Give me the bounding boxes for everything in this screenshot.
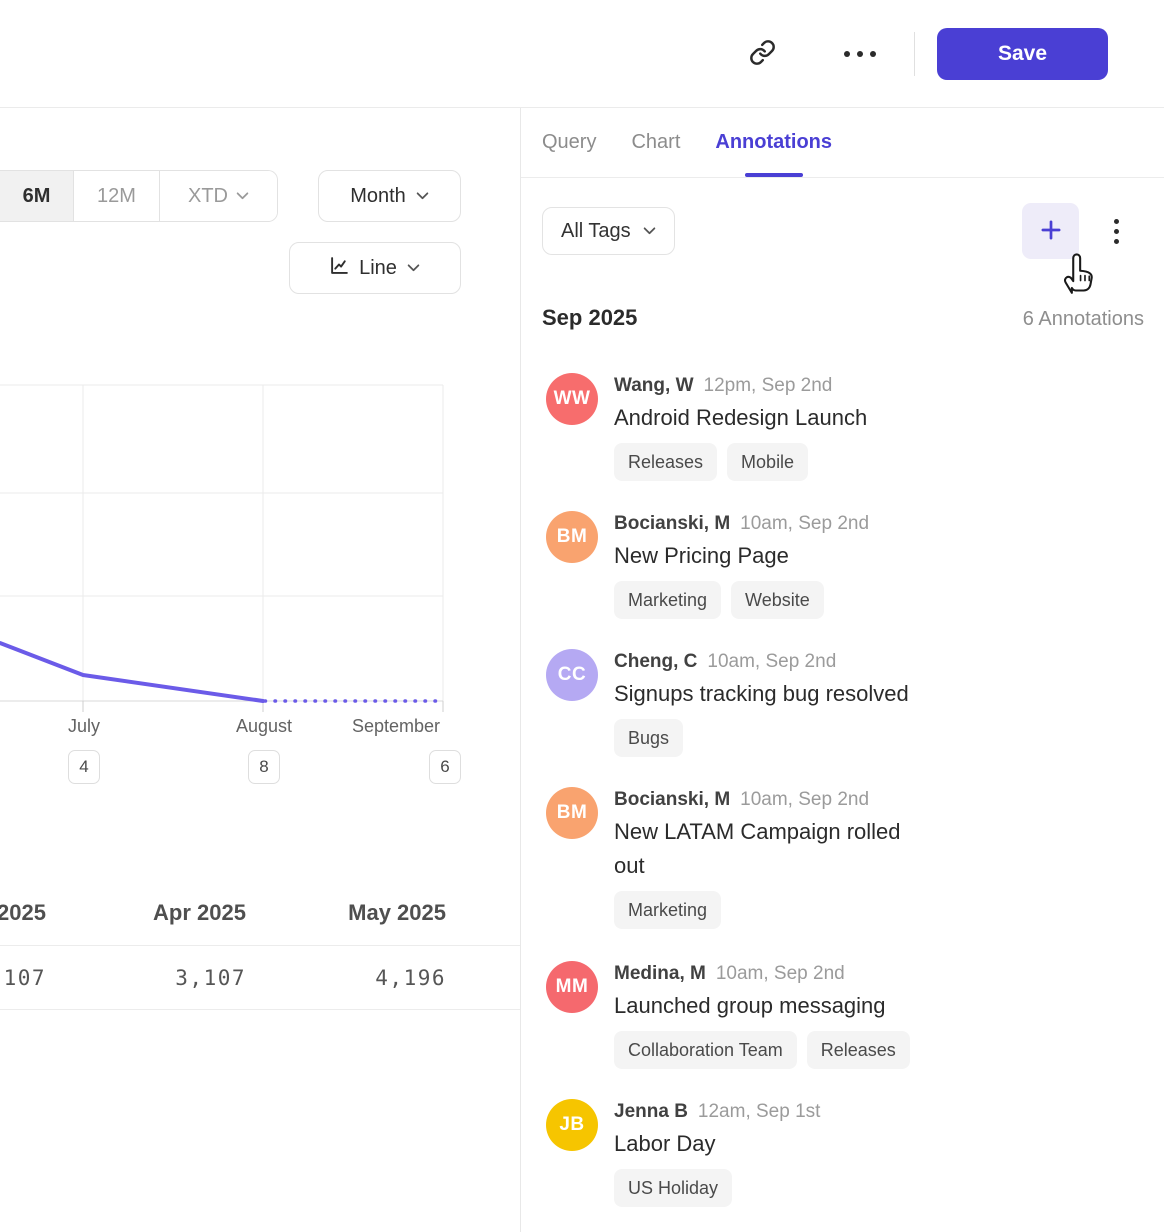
avatar: JB [546,1099,598,1151]
tag-filter-dropdown[interactable]: All Tags [542,207,675,255]
x-axis-label-august: August [235,716,293,736]
x-axis-label-july: July [67,716,101,736]
range-xtd-button[interactable]: XTD [160,171,277,221]
annotation-author: Wang, W [614,375,694,396]
annotation-author: Cheng, C [614,651,698,672]
tag-chip[interactable]: Mobile [727,443,809,481]
table-header-row: 2025 Apr 2025 May 2025 [0,880,520,946]
avatar: MM [546,961,598,1013]
annotation-title: Android Redesign Launch [614,405,868,430]
tag-chip[interactable]: Marketing [614,581,722,619]
link-icon [749,39,776,69]
avatar: CC [546,649,598,701]
save-button[interactable]: Save [937,27,1108,80]
chevron-down-icon [643,227,656,235]
annotation-timestamp: 10am, Sep 2nd [707,651,837,672]
annotation-title: New LATAM Campaign rolled out [614,819,901,878]
annotation-item[interactable]: WW Wang, W 12pm, Sep 2nd Android Redesig… [546,373,946,481]
annotation-author: Bocianski, M [614,789,731,810]
annotation-item[interactable]: MM Medina, M 10am, Sep 2nd Launched grou… [546,961,946,1069]
monthly-summary-table: 2025 Apr 2025 May 2025 107 3,107 4,196 [0,880,520,1010]
annotations-menu-button[interactable] [1101,203,1131,259]
table-cell: 107 [3,965,46,990]
chart-gridlines [0,384,444,712]
annotation-count-badge-august[interactable]: 8 [248,750,280,784]
annotation-title: New Pricing Page [614,543,789,568]
toolbar-divider [914,31,915,76]
table-value-row: 107 3,107 4,196 [0,946,520,1010]
range-12m-button[interactable]: 12M [74,171,160,221]
column-header: Apr 2025 [153,899,246,925]
annotation-author: Jenna B [614,1101,688,1122]
tag-chip[interactable]: Bugs [614,719,684,757]
column-header: May 2025 [348,899,446,925]
tag-chip[interactable]: Collaboration Team [614,1031,797,1069]
ellipsis-icon [844,50,850,57]
date-range-segmented-control: 6M 12M XTD [0,170,278,222]
annotation-author: Bocianski, M [614,513,731,534]
tag-chip[interactable]: Website [731,581,824,619]
table-cell: 3,107 [175,965,246,990]
annotation-title: Labor Day [614,1131,716,1156]
annotation-timestamp: 10am, Sep 2nd [740,789,870,810]
avatar: WW [546,373,598,425]
annotation-timestamp: 12am, Sep 1st [697,1101,821,1122]
annotation-item[interactable]: BM Bocianski, M 10am, Sep 2nd New Pricin… [546,511,946,619]
annotation-count-badge-september[interactable]: 6 [429,750,461,784]
avatar: BM [546,511,598,563]
tab-query[interactable]: Query [542,108,596,177]
line-chart-icon [330,256,349,281]
chart-type-dropdown[interactable]: Line [289,242,461,294]
granularity-dropdown[interactable]: Month [318,170,461,222]
tag-chip[interactable]: US Holiday [614,1169,733,1207]
chevron-down-icon [236,192,249,200]
month-group-label: Sep 2025 [542,305,638,330]
more-options-button[interactable] [844,50,876,57]
annotation-author: Medina, M [614,963,706,984]
tag-chip[interactable]: Marketing [614,891,722,929]
chevron-down-icon [407,264,420,272]
annotation-timestamp: 12pm, Sep 2nd [703,375,833,396]
annotation-item[interactable]: JB Jenna B 12am, Sep 1st Labor Day US Ho… [546,1099,946,1207]
tab-chart[interactable]: Chart [631,108,680,177]
plus-icon [1038,217,1064,246]
top-toolbar: Save [0,0,1164,108]
tab-annotations[interactable]: Annotations [715,108,832,177]
kebab-icon [1113,218,1119,224]
annotations-group-header: Sep 2025 6 Annotations [542,305,1144,331]
trend-line-chart[interactable] [0,340,461,715]
annotation-count-badge-july[interactable]: 4 [68,750,100,784]
annotation-title: Signups tracking bug resolved [614,681,909,706]
annotation-item[interactable]: CC Cheng, C 10am, Sep 2nd Signups tracki… [546,649,946,757]
panel-left-border [520,108,521,1232]
add-annotation-button[interactable] [1022,203,1079,259]
tag-chip[interactable]: Releases [614,443,718,481]
panel-tabs: Query Chart Annotations [521,108,1164,178]
x-axis-label-september: September [351,716,441,736]
tag-chip[interactable]: Releases [806,1031,910,1069]
range-6m-button[interactable]: 6M [0,171,74,221]
avatar: BM [546,787,598,839]
annotation-timestamp: 10am, Sep 2nd [740,513,870,534]
annotations-count: 6 Annotations [1022,308,1144,330]
metric-line-series [0,641,265,703]
copy-link-button[interactable] [749,39,776,69]
annotation-title: Launched group messaging [614,993,886,1018]
annotation-item[interactable]: BM Bocianski, M 10am, Sep 2nd New LATAM … [546,787,946,929]
column-header: 2025 [0,899,46,925]
annotation-timestamp: 10am, Sep 2nd [715,963,845,984]
table-cell: 4,196 [375,965,446,990]
chevron-down-icon [416,192,429,200]
